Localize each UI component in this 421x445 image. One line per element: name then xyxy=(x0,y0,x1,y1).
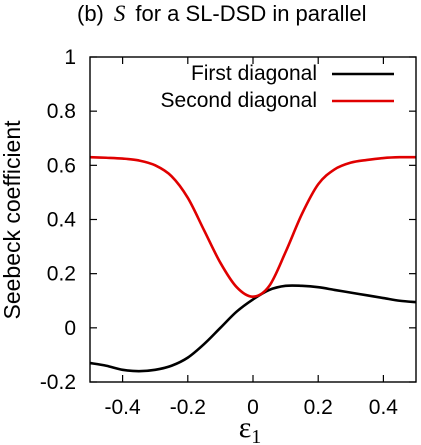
legend-label-2: Second diagonal xyxy=(161,89,317,112)
y-tick-label: 0.6 xyxy=(47,154,76,177)
x-tick-label: 0 xyxy=(247,396,259,419)
y-tick-label: 0.8 xyxy=(47,100,76,123)
plot-area: -0.4 -0.2 0 0.2 0.4 -0.2 0 0.2 0.4 0.6 0.8 1 First d… xyxy=(40,46,417,419)
y-tick-label: 1 xyxy=(64,46,76,69)
x-tick-label: -0.2 xyxy=(170,396,206,419)
legend-label-1: First diagonal xyxy=(191,62,317,85)
x-tick-label: 0.2 xyxy=(304,396,333,419)
y-tick-label: 0.2 xyxy=(47,263,76,286)
x-axis-label: ε1 xyxy=(239,411,262,445)
title-symbol: S xyxy=(114,1,126,26)
title-prefix: (b) xyxy=(77,1,104,26)
series-line-1 xyxy=(89,284,417,373)
chart-title: (b) S for a SL-DSD in parallel xyxy=(77,1,367,26)
series-line-2 xyxy=(89,155,417,298)
y-axis-label: Seebeck coefficient xyxy=(0,120,25,320)
y-tick-label: 0.4 xyxy=(47,209,77,232)
x-axis-label-symbol: ε xyxy=(239,411,252,444)
x-tick-label: -0.4 xyxy=(105,396,142,419)
plot-frame xyxy=(89,56,417,383)
y-tick-label: -0.2 xyxy=(40,371,76,394)
y-tick-label: 0 xyxy=(64,317,76,340)
title-rest: for a SL-DSD in parallel xyxy=(135,1,366,26)
x-axis-label-subscript: 1 xyxy=(251,426,261,445)
x-tick-label: 0.4 xyxy=(369,396,399,419)
